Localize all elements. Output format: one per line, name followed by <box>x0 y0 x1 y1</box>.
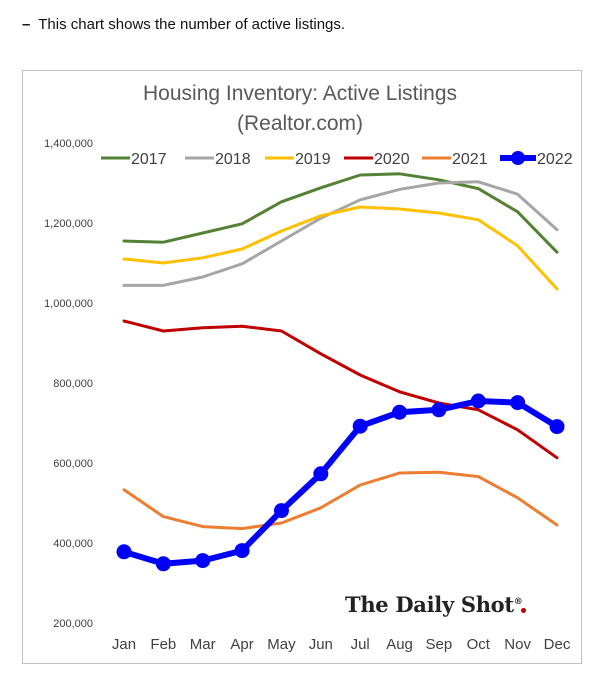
x-tick-label: Jul <box>351 636 370 653</box>
data-point-2022 <box>510 395 526 411</box>
y-tick-label: 400,000 <box>53 538 93 550</box>
data-point-2022 <box>431 402 447 418</box>
series-line-2018 <box>122 180 559 287</box>
daily-shot-logo: The Daily Shot® <box>345 592 526 617</box>
x-tick-label: Dec <box>544 636 571 653</box>
data-point-2022 <box>392 404 408 420</box>
series-line-2019 <box>122 205 559 291</box>
logo-registered-mark: ® <box>513 597 523 607</box>
logo-dot-icon <box>520 608 526 613</box>
data-point-2022 <box>313 466 329 482</box>
x-tick-label: Oct <box>467 636 491 653</box>
data-point-2022 <box>470 393 486 409</box>
legend-label-2019: 2019 <box>295 151 331 168</box>
legend-label-2017: 2017 <box>131 151 167 168</box>
data-point-2022 <box>155 556 171 572</box>
chart-frame <box>22 70 582 664</box>
series-line-2021 <box>122 470 559 531</box>
logo-text: The Daily Shot <box>345 592 514 617</box>
y-tick-label: 1,400,000 <box>44 138 93 150</box>
data-point-2022 <box>549 419 565 435</box>
x-tick-label: Sep <box>426 636 453 653</box>
y-tick-label: 200,000 <box>53 618 93 630</box>
chart-subtitle: (Realtor.com) <box>237 112 363 135</box>
legend: 2017 2018 2019 2020 2021 2022 <box>101 151 573 168</box>
legend-label-2022: 2022 <box>537 151 573 168</box>
x-tick-label: May <box>267 636 296 653</box>
data-point-2022 <box>273 503 289 519</box>
legend-label-2020: 2020 <box>374 151 410 168</box>
data-point-2022 <box>352 418 368 434</box>
x-tick-label: Apr <box>230 636 253 653</box>
legend-label-2018: 2018 <box>215 151 251 168</box>
series-line-2020 <box>122 319 559 460</box>
x-tick-label: Nov <box>504 636 531 653</box>
x-tick-label: Feb <box>150 636 176 653</box>
y-tick-label: 1,000,000 <box>44 298 93 310</box>
chart-title: Housing Inventory: Active Listings <box>143 82 457 105</box>
y-axis: 200,000 400,000 600,000 800,000 1,000,000 1,2… <box>44 138 93 630</box>
x-tick-label: Mar <box>190 636 216 653</box>
legend-marker-2022 <box>511 151 525 165</box>
caption-text: This chart shows the number of active li… <box>38 16 346 33</box>
y-tick-label: 800,000 <box>53 378 93 390</box>
data-point-2022 <box>234 543 250 559</box>
y-tick-label: 600,000 <box>53 458 93 470</box>
x-tick-label: Jun <box>309 636 333 653</box>
caption-dash: – <box>22 16 31 33</box>
data-point-2022 <box>116 544 132 560</box>
data-point-2022 <box>195 553 211 569</box>
series-layer <box>116 172 565 572</box>
chart-caption: – This chart shows the number of active … <box>22 16 345 33</box>
x-tick-label: Aug <box>386 636 413 653</box>
x-tick-label: Jan <box>112 636 136 653</box>
legend-label-2021: 2021 <box>452 151 488 168</box>
series-line-2017 <box>122 172 559 254</box>
x-axis: Jan Feb Mar Apr May Jun Jul Aug Sep Oct Nov Dec <box>112 636 571 653</box>
y-tick-label: 1,200,000 <box>44 218 93 230</box>
